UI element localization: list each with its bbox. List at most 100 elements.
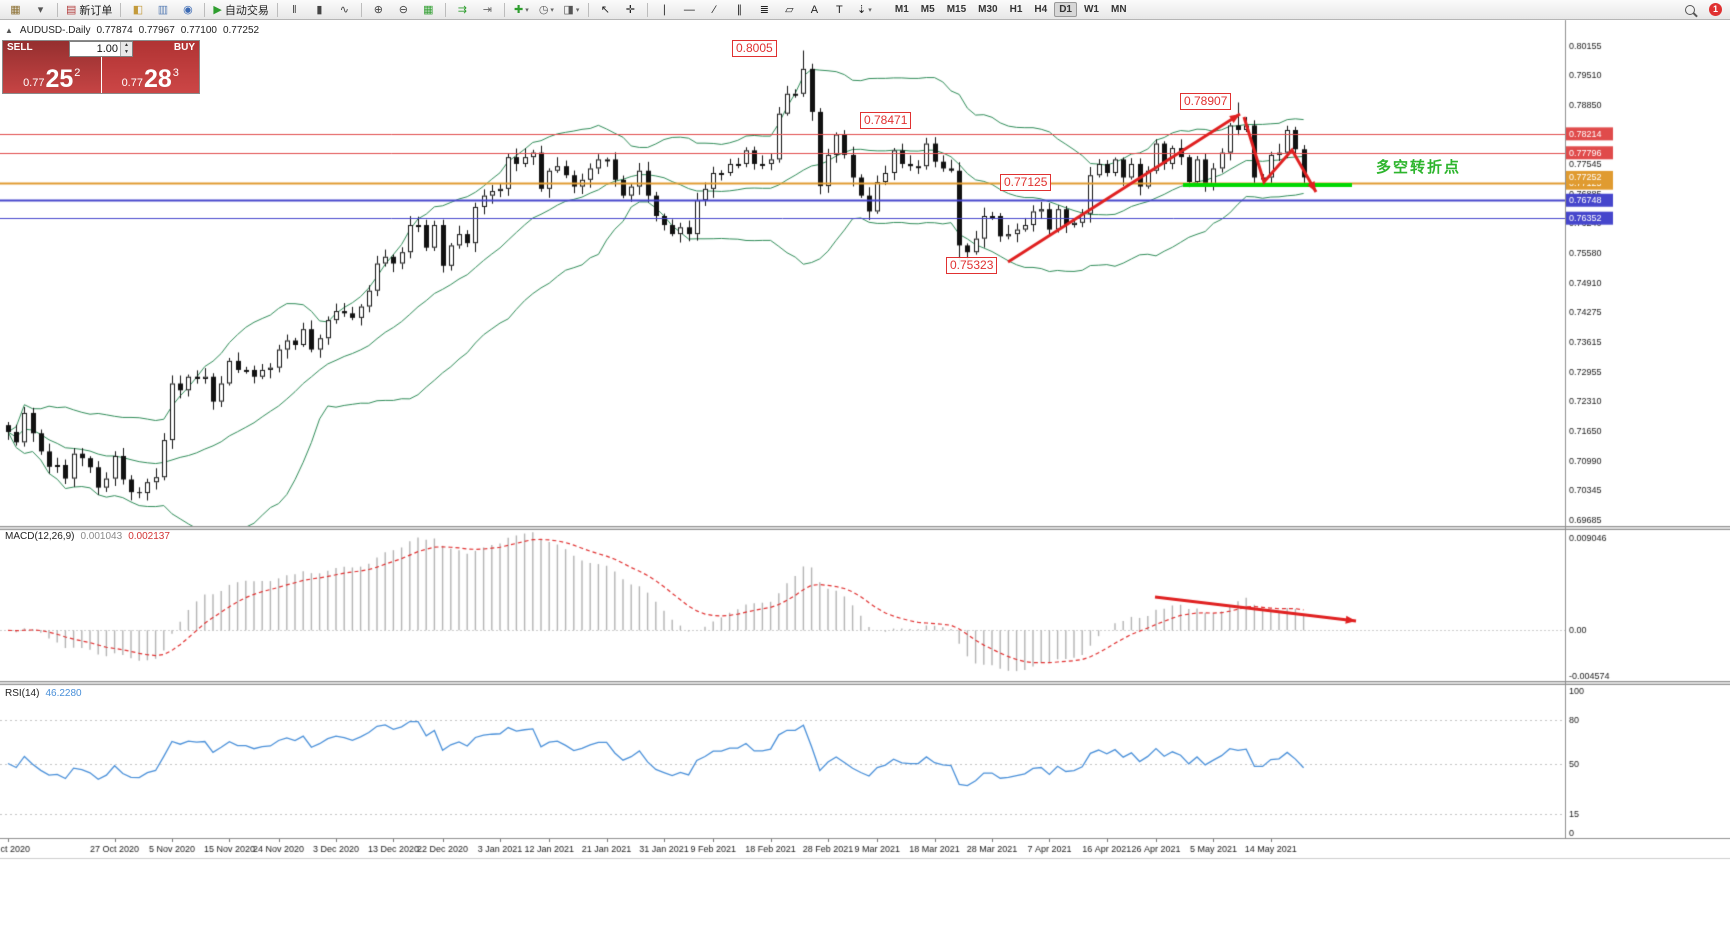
navigator-icon: ◉ xyxy=(183,3,193,16)
pivot-annotation[interactable]: 多空转折点 xyxy=(1376,159,1462,176)
chevron-down-icon: ▾ xyxy=(575,6,580,14)
ohlc-open: 0.77874 xyxy=(96,25,133,36)
volume-down-icon[interactable]: ▼ xyxy=(121,49,132,56)
chart-ohlc-header: ▲ AUDUSD-.Daily 0.77874 0.77967 0.77100 … xyxy=(5,25,259,36)
toolbar: ▦ ▾ ▤ 新订单 ◧ ▥ ◉ ▶ 自动交易 ‖ ▮ ∿ ⊕ ⊖ ▦ ⇉ ⇥ ✚ ▾ ◷ ▾ ◨ ▾ ↖ ✛ ∣ ― ∕ ∥ ≣ ▱ A T ⇣ ▾… xyxy=(0,0,1730,20)
trendline-icon: ∕ xyxy=(713,3,716,16)
volume-up-icon[interactable]: ▲ xyxy=(121,42,132,49)
profiles-icon[interactable]: ▾ xyxy=(29,0,52,20)
horizontal-line-icon[interactable]: ― xyxy=(678,0,701,20)
zoom-out-icon[interactable]: ⊖ xyxy=(392,0,415,20)
new-order-button[interactable]: ▤ 新订单 xyxy=(63,0,115,20)
indicators-icon: ✚ xyxy=(514,3,524,16)
search-button[interactable] xyxy=(1678,0,1701,20)
volume-spinner: ▲ ▼ xyxy=(120,42,132,56)
indicators-icon[interactable]: ✚ ▾ xyxy=(510,0,533,20)
fibonacci-icon[interactable]: ≣ xyxy=(753,0,776,20)
timeframe-mn[interactable]: MN xyxy=(1110,4,1127,15)
toolbar-separator xyxy=(444,2,446,17)
ohlc-low: 0.77100 xyxy=(180,25,217,36)
rsi-indicator-label: RSI(14) 46.2280 xyxy=(5,688,82,699)
trendline-icon[interactable]: ∕ xyxy=(703,0,726,20)
templates-icon: ◨ xyxy=(563,3,574,16)
text-icon[interactable]: A xyxy=(803,0,826,20)
toolbar-separator xyxy=(204,2,206,17)
buy-price: 0.77 28 3 xyxy=(102,67,200,92)
price-annotation[interactable]: 0.78907 xyxy=(1180,93,1232,110)
sell-price-big: 25 xyxy=(45,65,74,93)
buy-price-big: 28 xyxy=(143,65,172,93)
macd-main-value: 0.001043 xyxy=(80,531,123,542)
chevron-down-icon: ▾ xyxy=(525,6,529,14)
bar-chart-icon[interactable]: ‖ xyxy=(283,0,306,20)
toolbar-right: 1 xyxy=(1677,0,1727,20)
macd-name: MACD(12,26,9) xyxy=(5,531,75,542)
crosshair-icon[interactable]: ✛ xyxy=(619,0,642,20)
chevron-down-icon: ▾ xyxy=(868,6,872,14)
arrows-icon[interactable]: ⇣ ▾ xyxy=(853,0,876,20)
one-click-collapse-icon[interactable]: ▲ xyxy=(5,26,13,35)
zoom-out-icon: ⊖ xyxy=(398,3,408,16)
line-chart-icon: ∿ xyxy=(339,3,349,16)
market-watch-icon: ◧ xyxy=(132,3,144,16)
timeframe-w1[interactable]: W1 xyxy=(1083,4,1099,15)
timeframe-m1[interactable]: M1 xyxy=(894,4,909,15)
new-order-icon: ▤ xyxy=(66,3,77,16)
candlestick-chart-icon[interactable]: ▮ xyxy=(308,0,331,20)
volume-input[interactable] xyxy=(70,42,120,56)
one-click-trading-widget: SELL 0.77 25 2 BUY 0.77 28 3 ▲ ▼ xyxy=(2,40,200,94)
line-chart-icon[interactable]: ∿ xyxy=(333,0,356,20)
sell-label: SELL xyxy=(7,42,33,53)
toolbar-separator xyxy=(120,2,122,17)
new-order-button-label: 新订单 xyxy=(79,4,113,17)
channel-icon: ∥ xyxy=(736,3,743,16)
text-label-icon[interactable]: T xyxy=(828,0,851,20)
autotrading-icon: ▶ xyxy=(213,3,222,16)
timeframe-h4[interactable]: H4 xyxy=(1034,4,1048,15)
timeframe-m30[interactable]: M30 xyxy=(978,4,998,15)
vertical-line-icon: ∣ xyxy=(661,3,668,16)
templates-icon[interactable]: ◨ ▾ xyxy=(560,0,583,20)
toolbar-separator xyxy=(646,2,648,17)
data-window-icon[interactable]: ▥ xyxy=(151,0,174,20)
new-chart-icon: ▦ xyxy=(10,3,21,16)
vertical-line-icon[interactable]: ∣ xyxy=(653,0,676,20)
zoom-in-icon: ⊕ xyxy=(373,3,383,16)
sell-price-sup: 2 xyxy=(74,67,81,79)
data-window-icon: ▥ xyxy=(157,3,169,16)
timeframe-h1[interactable]: H1 xyxy=(1009,4,1023,15)
text-label-icon: T xyxy=(836,3,843,16)
buy-label: BUY xyxy=(173,42,195,53)
macd-indicator-label: MACD(12,26,9) 0.001043 0.002137 xyxy=(5,531,170,542)
profiles-icon: ▾ xyxy=(37,3,44,16)
candlestick-chart-icon: ▮ xyxy=(316,3,323,16)
chart-shift-icon[interactable]: ⇥ xyxy=(476,0,499,20)
navigator-icon[interactable]: ◉ xyxy=(176,0,199,20)
market-watch-icon[interactable]: ◧ xyxy=(126,0,149,20)
new-chart-icon[interactable]: ▦ xyxy=(4,0,27,20)
search-icon xyxy=(1684,4,1695,15)
auto-scroll-icon[interactable]: ⇉ xyxy=(451,0,474,20)
autotrading-button[interactable]: ▶ 自动交易 xyxy=(210,0,271,20)
price-annotation[interactable]: 0.77125 xyxy=(1000,174,1052,191)
price-annotation[interactable]: 0.75323 xyxy=(946,257,998,274)
zoom-in-icon[interactable]: ⊕ xyxy=(367,0,390,20)
price-annotation[interactable]: 0.8005 xyxy=(732,40,777,57)
timeframe-d1[interactable]: D1 xyxy=(1054,2,1077,17)
timeframe-m15[interactable]: M15 xyxy=(946,4,967,15)
periods-icon[interactable]: ◷ ▾ xyxy=(535,0,558,20)
notification-badge[interactable]: 1 xyxy=(1709,3,1722,16)
cursor-icon[interactable]: ↖ xyxy=(594,0,617,20)
shapes-icon[interactable]: ▱ xyxy=(778,0,801,20)
fibonacci-icon: ≣ xyxy=(759,3,769,16)
channel-icon[interactable]: ∥ xyxy=(728,0,751,20)
price-annotation[interactable]: 0.78471 xyxy=(860,112,912,129)
timeframe-m5[interactable]: M5 xyxy=(920,4,935,15)
rsi-name: RSI(14) xyxy=(5,688,40,699)
sell-price: 0.77 25 2 xyxy=(3,67,101,92)
bar-chart-icon: ‖ xyxy=(292,3,297,16)
toolbar-separator xyxy=(276,2,278,17)
tile-windows-icon[interactable]: ▦ xyxy=(417,0,440,20)
